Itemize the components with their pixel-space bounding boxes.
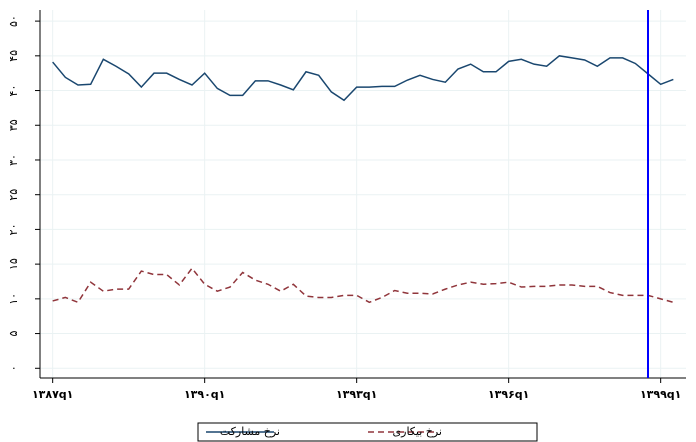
y-tick-label: ۴۵	[7, 50, 20, 62]
legend-box	[197, 422, 538, 442]
series-line	[52, 55, 674, 102]
y-tick-label: ۴۰	[7, 85, 20, 97]
series-line	[52, 267, 674, 304]
y-tick-label: ۵	[7, 331, 20, 337]
y-tick-label: ۲۵	[7, 189, 20, 201]
legend-label: نرخ بیکاری	[393, 425, 442, 438]
x-tick-label: ۱۳۸۷q۱	[32, 388, 73, 401]
x-tick-label: ۱۳۹۳q۱	[336, 388, 377, 401]
y-tick-label: ۱۰	[7, 293, 20, 305]
x-tick-label: ۱۳۹۶q۱	[488, 388, 529, 401]
y-tick-label: ۱۵	[7, 258, 20, 270]
legend-label: نرخ مشارکت	[220, 425, 280, 438]
y-tick-label: ۵۰	[7, 15, 20, 27]
y-tick-label: ۳۰	[7, 154, 20, 166]
plot-area	[40, 10, 686, 378]
x-tick-label: ۱۳۹۰q۱	[184, 388, 225, 401]
y-tick-label: ۳۵	[7, 119, 20, 131]
x-tick-label: ۱۳۹۹q۱	[640, 388, 681, 401]
y-tick-label: ۲۰	[7, 223, 20, 235]
y-tick-label: ۰	[7, 365, 20, 371]
